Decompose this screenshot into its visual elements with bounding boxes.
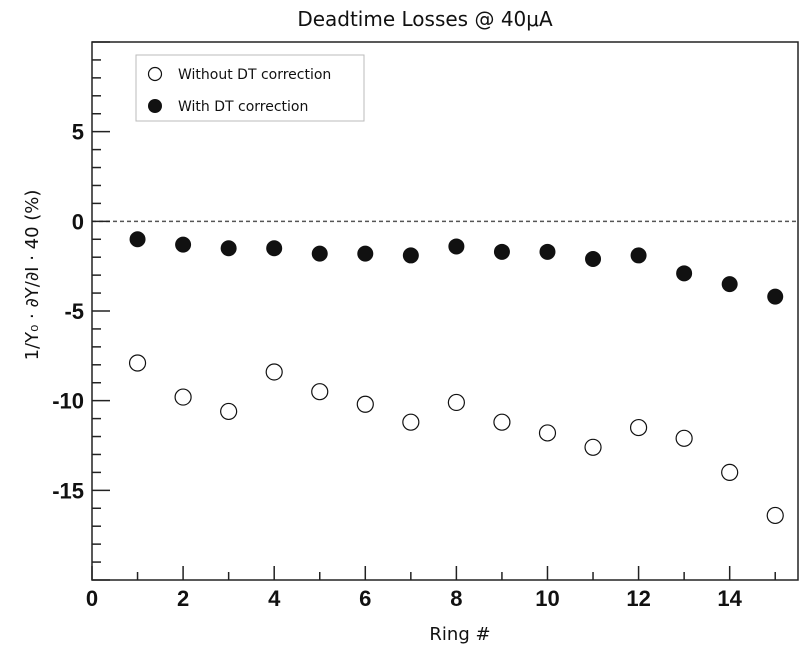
x-tick-label: 8	[450, 586, 462, 611]
x-tick-label: 6	[359, 586, 371, 611]
y-tick-label: -10	[52, 389, 84, 414]
without-dt-point	[128, 354, 147, 372]
with-dt-point	[630, 247, 647, 264]
without-dt-point	[174, 388, 192, 406]
with-dt-point	[676, 265, 693, 282]
with-dt-point	[585, 250, 602, 267]
without-dt-point	[402, 413, 420, 431]
with-dt-point	[493, 243, 510, 260]
x-tick-label: 2	[177, 586, 189, 611]
y-axis-label: 1/Y₀ · ∂Y/∂I · 40 (%)	[22, 190, 43, 361]
chart-title: Deadtime Losses @ 40μA	[297, 7, 553, 31]
with-dt-point	[402, 247, 419, 264]
without-dt-point	[675, 429, 693, 447]
legend-marker-filled	[148, 99, 162, 113]
with-dt-point	[266, 240, 283, 257]
legend-box	[135, 54, 365, 122]
without-dt-point	[629, 418, 648, 437]
with-dt-point	[448, 238, 465, 255]
x-tick-label: 14	[717, 586, 742, 611]
without-dt-point	[265, 363, 283, 381]
legend-marker-open	[147, 66, 163, 82]
y-tick-label: 5	[72, 120, 84, 145]
with-dt-point	[721, 276, 738, 293]
x-tick-label: 0	[86, 586, 98, 611]
with-dt-point	[767, 288, 784, 305]
with-dt-point	[129, 231, 146, 248]
legend-label-without-dt: Without DT correction	[178, 67, 331, 83]
without-dt-point	[721, 463, 739, 481]
with-dt-point	[539, 243, 556, 260]
without-dt-point	[584, 438, 602, 456]
x-tick-labels: 0 2 4 6 8 10 12 14	[86, 586, 743, 611]
with-dt-point	[175, 236, 192, 253]
without-dt-point	[311, 383, 329, 401]
legend-label-with-dt: With DT correction	[178, 99, 308, 115]
x-tick-label: 10	[535, 586, 559, 611]
without-dt-point	[356, 395, 374, 413]
with-dt-point	[311, 245, 328, 262]
with-dt-point	[357, 245, 374, 262]
x-tick-label: 4	[268, 586, 281, 611]
without-dt-point	[766, 506, 784, 525]
y-tick-label: -5	[64, 299, 84, 324]
data-markers	[128, 231, 784, 525]
y-tick-label: -15	[52, 478, 84, 503]
without-dt-point	[447, 393, 465, 412]
y-tick-label: 0	[72, 209, 84, 234]
axis-ticks	[91, 41, 776, 581]
without-dt-point	[538, 424, 557, 442]
x-tick-label: 12	[626, 586, 650, 611]
without-dt-point	[493, 413, 511, 431]
with-dt-point	[220, 240, 237, 257]
legend: Without DT correction With DT correction	[135, 54, 365, 122]
y-tick-labels: -15 -10 -5 0 5	[52, 120, 84, 504]
x-axis-label: Ring #	[429, 624, 490, 645]
without-dt-point	[220, 402, 238, 421]
plot-frame	[91, 41, 799, 581]
